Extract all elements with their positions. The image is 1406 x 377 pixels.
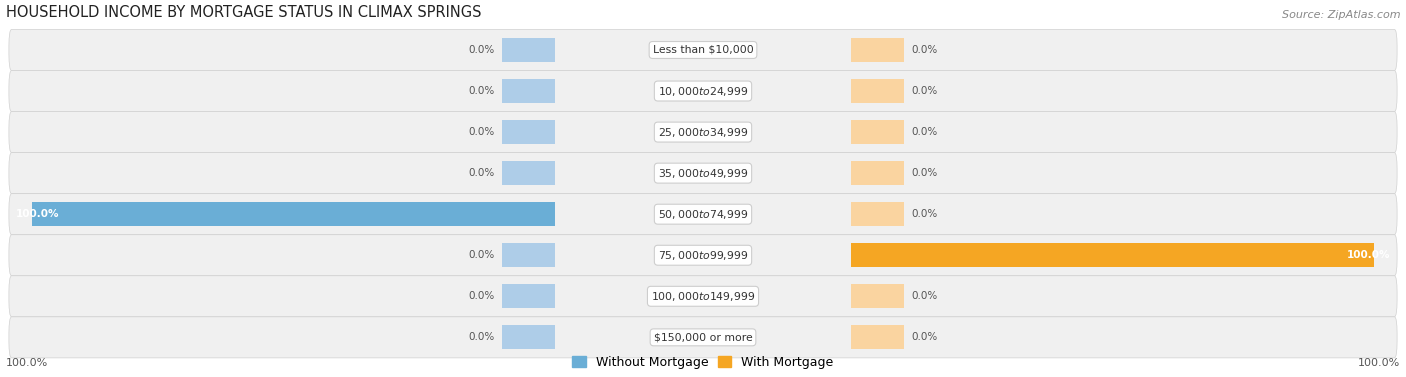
Text: 100.0%: 100.0%: [1347, 250, 1391, 260]
FancyBboxPatch shape: [8, 235, 1398, 276]
FancyBboxPatch shape: [8, 317, 1398, 358]
Text: 0.0%: 0.0%: [468, 45, 495, 55]
FancyBboxPatch shape: [8, 70, 1398, 112]
Text: 0.0%: 0.0%: [911, 291, 938, 301]
Text: 0.0%: 0.0%: [911, 333, 938, 342]
Text: $25,000 to $34,999: $25,000 to $34,999: [658, 126, 748, 139]
Bar: [851, 161, 904, 185]
FancyBboxPatch shape: [8, 29, 1398, 70]
Text: 0.0%: 0.0%: [911, 127, 938, 137]
Text: 100.0%: 100.0%: [15, 209, 59, 219]
FancyBboxPatch shape: [8, 153, 1398, 194]
Text: 100.0%: 100.0%: [6, 358, 48, 368]
Bar: [851, 284, 904, 308]
Bar: [502, 161, 555, 185]
Text: 0.0%: 0.0%: [911, 45, 938, 55]
Bar: [502, 79, 555, 103]
Bar: [851, 325, 904, 349]
Text: 0.0%: 0.0%: [468, 333, 495, 342]
Text: $150,000 or more: $150,000 or more: [654, 333, 752, 342]
Bar: [851, 202, 904, 226]
Bar: [502, 38, 555, 62]
Text: 0.0%: 0.0%: [468, 168, 495, 178]
Text: 0.0%: 0.0%: [468, 127, 495, 137]
Bar: [502, 243, 555, 267]
Legend: Without Mortgage, With Mortgage: Without Mortgage, With Mortgage: [568, 351, 838, 374]
Bar: [32, 202, 555, 226]
Text: Less than $10,000: Less than $10,000: [652, 45, 754, 55]
Bar: [851, 120, 904, 144]
Text: 0.0%: 0.0%: [911, 168, 938, 178]
Bar: [851, 79, 904, 103]
Bar: [502, 325, 555, 349]
Text: Source: ZipAtlas.com: Source: ZipAtlas.com: [1282, 11, 1400, 20]
Text: 0.0%: 0.0%: [468, 250, 495, 260]
Text: $75,000 to $99,999: $75,000 to $99,999: [658, 249, 748, 262]
Text: 0.0%: 0.0%: [468, 86, 495, 96]
FancyBboxPatch shape: [8, 194, 1398, 235]
FancyBboxPatch shape: [8, 276, 1398, 317]
Text: 0.0%: 0.0%: [911, 209, 938, 219]
Text: HOUSEHOLD INCOME BY MORTGAGE STATUS IN CLIMAX SPRINGS: HOUSEHOLD INCOME BY MORTGAGE STATUS IN C…: [6, 5, 481, 20]
Bar: [502, 120, 555, 144]
Text: 0.0%: 0.0%: [911, 86, 938, 96]
Text: 100.0%: 100.0%: [1358, 358, 1400, 368]
Text: $10,000 to $24,999: $10,000 to $24,999: [658, 84, 748, 98]
Bar: [851, 38, 904, 62]
Text: $35,000 to $49,999: $35,000 to $49,999: [658, 167, 748, 179]
Text: $100,000 to $149,999: $100,000 to $149,999: [651, 290, 755, 303]
FancyBboxPatch shape: [8, 112, 1398, 153]
Text: 0.0%: 0.0%: [468, 291, 495, 301]
Bar: [502, 284, 555, 308]
Text: $50,000 to $74,999: $50,000 to $74,999: [658, 208, 748, 221]
Bar: [851, 243, 1374, 267]
